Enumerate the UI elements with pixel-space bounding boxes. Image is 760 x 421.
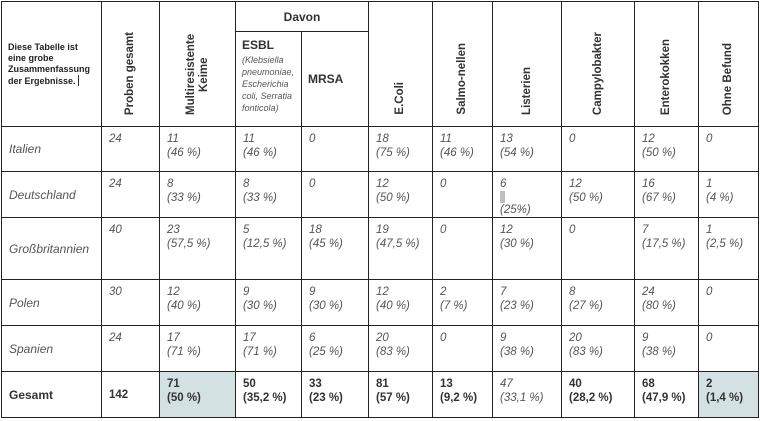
header-ecoli: E.Coli (368, 1, 433, 127)
cell-listerien[interactable]: 6 (25%) (492, 171, 562, 218)
cell-enterokokken: 7 (17,5 %) (634, 217, 699, 280)
cell-multi: 71 (50 %) (159, 371, 236, 418)
cell-listerien: 13 (54 %) (492, 126, 562, 172)
row-label: Großbritannien (1, 217, 102, 280)
cell-salmonellen: 0 (432, 325, 493, 372)
cell-salmonellen: 13 (9,2 %) (432, 371, 493, 418)
cell-enterokokken: 9 (38 %) (634, 325, 699, 372)
cell-esbl: 11 (46 %) (235, 126, 302, 172)
cell-mrsa: 18 (45 %) (301, 217, 369, 280)
cell-enterokokken: 24 (80 %) (634, 279, 699, 326)
header-davon: Davon (235, 1, 369, 32)
header-enterokokken: Enterokokken (634, 1, 699, 127)
cell-esbl: 50 (35,2 %) (235, 371, 302, 418)
cell-salmonellen: 2 (7 %) (432, 279, 493, 326)
header-mrsa: MRSA (301, 31, 369, 127)
cell-salmonellen: 0 (432, 171, 493, 218)
header-multiresistente: Multiresistente Keime (159, 1, 236, 127)
cell-listerien: 7 (23 %) (492, 279, 562, 326)
cell-listerien: 12 (30 %) (492, 217, 562, 280)
header-campylobakter: Campylobakter (561, 1, 635, 127)
cell-proben: 24 (101, 126, 160, 172)
cell-mrsa: 33 (23 %) (301, 371, 369, 418)
cell-multi: 23 (57,5 %) (159, 217, 236, 280)
cell-ohne-befund: 0 (698, 325, 759, 372)
cell-mrsa: 6 (25 %) (301, 325, 369, 372)
table-row: Polen 30 12 (40 %) 9 (30 %) 9 (30 %) 12 (40 … (1, 279, 759, 326)
cell-mrsa: 9 (30 %) (301, 279, 369, 326)
cell-esbl: 5 (12,5 %) (235, 217, 302, 280)
text-cursor (77, 74, 79, 86)
header-salmonellen: Salmo-nellen (432, 1, 493, 127)
cell-listerien: 9 (38 %) (492, 325, 562, 372)
cell-ohne-befund: 2 (1,4 %) (698, 371, 759, 418)
table-row: Deutschland 24 8 (33 %) 8 (33 %) 0 12 (50 %… (1, 171, 759, 218)
cell-esbl: 9 (30 %) (235, 279, 302, 326)
cell-listerien: 47 (33,1 %) (492, 371, 562, 418)
cell-multi: 12 (40 %) (159, 279, 236, 326)
cell-proben: 40 (101, 217, 160, 280)
total-row: Gesamt 142 71 (50 %) 50 (35,2 %) 33 (23 %) … (1, 371, 759, 418)
cell-campylobakter: 12 (50 %) (561, 171, 635, 218)
cell-campylobakter: 0 (561, 126, 635, 172)
cell-ohne-befund: 1 (4 %) (698, 171, 759, 218)
cell-ecoli: 12 (40 %) (368, 279, 433, 326)
table-row: Großbritannien 40 23 (57,5 %) 5 (12,5 %) 1… (1, 217, 759, 280)
cell-enterokokken: 16 (67 %) (634, 171, 699, 218)
cell-ohne-befund: 0 (698, 279, 759, 326)
cell-proben: 24 (101, 325, 160, 372)
cell-ecoli: 12 (50 %) (368, 171, 433, 218)
header-listerien: Listerien (492, 1, 562, 127)
cell-multi: 11 (46 %) (159, 126, 236, 172)
cell-campylobakter: 0 (561, 217, 635, 280)
corner-note[interactable]: Diese Tabelle ist eine grobe Zusammenfas… (1, 1, 102, 127)
cell-enterokokken: 12 (50 %) (634, 126, 699, 172)
header-esbl: ESBL (Klebsiella pneumoniae, Escherichia… (235, 31, 302, 127)
row-label: Italien (1, 126, 102, 172)
cell-salmonellen: 11 (46 %) (432, 126, 493, 172)
cell-ecoli: 20 (83 %) (368, 325, 433, 372)
cell-ecoli: 18 (75 %) (368, 126, 433, 172)
cell-proben: 24 (101, 171, 160, 218)
cell-campylobakter: 8 (27 %) (561, 279, 635, 326)
cell-multi: 8 (33 %) (159, 171, 236, 218)
cell-proben: 30 (101, 279, 160, 326)
row-label: Deutschland (1, 171, 102, 218)
cell-campylobakter: 20 (83 %) (561, 325, 635, 372)
cell-salmonellen: 0 (432, 217, 493, 280)
header-ohne-befund: Ohne Befund (698, 1, 759, 127)
selection-cursor (500, 191, 505, 203)
cell-proben: 142 (101, 371, 160, 418)
table-row: Spanien 24 17 (71 %) 17 (71 %) 6 (25 %) 20(… (1, 325, 759, 372)
cell-ecoli: 19 (47,5 %) (368, 217, 433, 280)
total-label: Gesamt (1, 371, 102, 418)
cell-mrsa: 0 (301, 171, 369, 218)
cell-mrsa: 0 (301, 126, 369, 172)
cell-ohne-befund: 1 (2,5 %) (698, 217, 759, 280)
cell-ohne-befund: 0 (698, 126, 759, 172)
header-proben-gesamt: Proben gesamt (101, 1, 160, 127)
cell-esbl: 8 (33 %) (235, 171, 302, 218)
row-label: Spanien (1, 325, 102, 372)
cell-multi: 17 (71 %) (159, 325, 236, 372)
table-row: Italien 24 11 (46 %) 11 (46 %) 0 18 (75 %) … (1, 126, 759, 172)
cell-campylobakter: 40 (28,2 %) (561, 371, 635, 418)
cell-ecoli: 81 (57 %) (368, 371, 433, 418)
row-label: Polen (1, 279, 102, 326)
cell-enterokokken: 68 (47,9 %) (634, 371, 699, 418)
cell-esbl: 17 (71 %) (235, 325, 302, 372)
